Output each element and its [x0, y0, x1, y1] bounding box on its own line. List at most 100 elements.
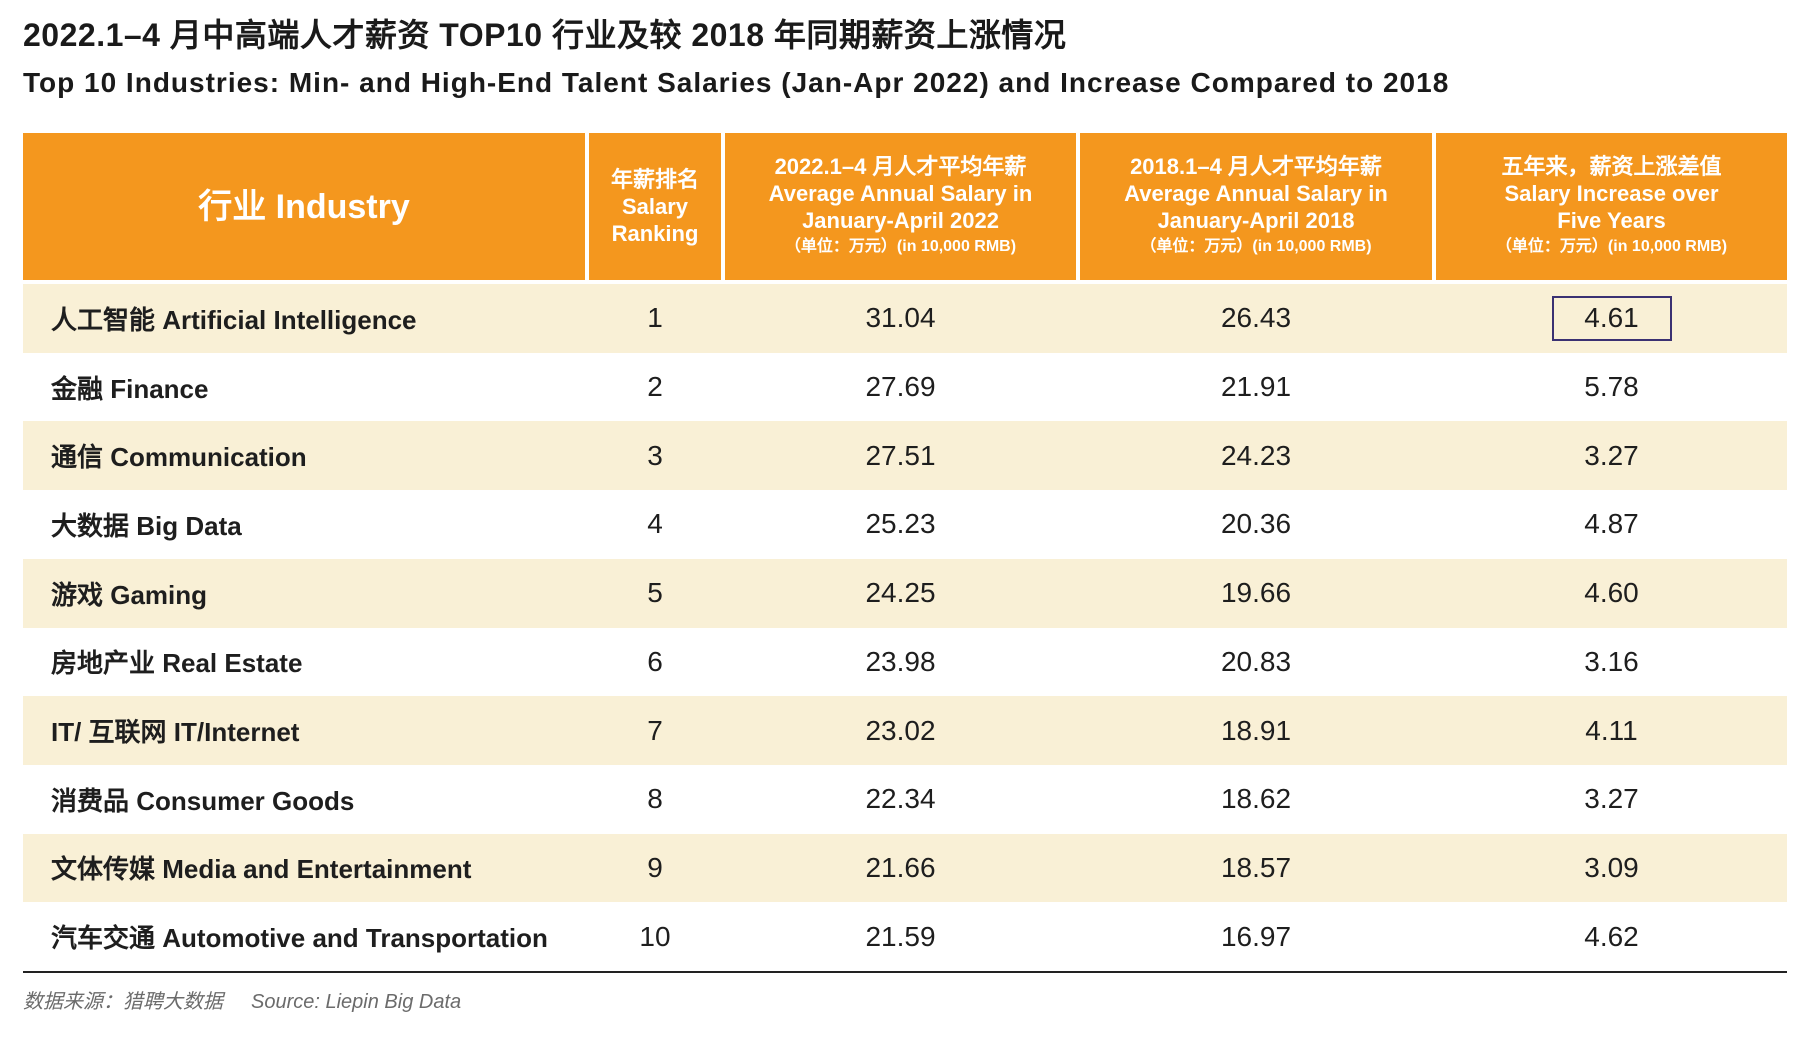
cell-value: 21.66 — [865, 851, 936, 883]
cell-value: 27.69 — [865, 371, 936, 403]
table-row: 文体传媒 Media and Entertainment 9 21.66 18.57 3… — [23, 833, 1787, 903]
cell-value: 4 — [647, 508, 663, 540]
cell-industry: 游戏 Gaming — [23, 559, 585, 628]
cell-value: 大数据 Big Data — [51, 510, 242, 541]
selected-cell-box: 4.61 — [1551, 295, 1672, 341]
header-industry: 行业 Industry — [23, 133, 585, 280]
table-row: 汽车交通 Automotive and Transportation 10 21.5… — [23, 902, 1787, 971]
cell-value: 房地产业 Real Estate — [51, 648, 303, 679]
cell-rank: 6 — [589, 628, 721, 697]
header-salary-increase: 五年来，薪资上涨差值 Salary Increase over Five Yea… — [1436, 133, 1787, 280]
cell-salary-2022: 23.02 — [725, 696, 1076, 765]
cell-value: 8 — [647, 783, 663, 815]
header-salary-ranking: 年薪排名 Salary Ranking — [589, 133, 721, 280]
chart-title: 2022.1–4 月中高端人才薪资 TOP10 行业及较 2018 年同期薪资上… — [23, 17, 1067, 53]
cell-value: 16.97 — [1220, 920, 1292, 952]
cell-value: 23.98 — [865, 645, 936, 677]
cell-value: 4.87 — [1584, 508, 1639, 540]
cell-industry: 消费品 Consumer Goods — [23, 765, 585, 834]
table-body: 人工智能 Artificial Intelligence 1 31.04 26.43 4… — [23, 284, 1787, 971]
cell-salary-2022: 31.04 — [725, 284, 1076, 353]
cell-value: 通信 Communication — [51, 442, 307, 473]
cell-rank: 5 — [589, 559, 721, 628]
cell-salary-2018: 26.43 — [1080, 284, 1432, 353]
cell-salary-2022: 22.34 — [725, 765, 1076, 834]
cell-salary-2018: 21.91 — [1080, 353, 1432, 422]
cell-value: 4.11 — [1585, 714, 1638, 746]
cell-industry: 房地产业 Real Estate — [23, 628, 585, 697]
header-unit-note: （单位：万元）(in 10,000 RMB) — [1140, 238, 1372, 255]
source-note: 数据来源：猎聘大数据 Source: Liepin Big Data — [23, 990, 461, 1014]
cell-value: 5 — [647, 577, 663, 609]
table-row: 消费品 Consumer Goods 8 22.34 18.62 3.27 — [23, 765, 1787, 834]
cell-increase: 3.27 — [1436, 765, 1787, 834]
cell-increase: 3.16 — [1436, 628, 1787, 697]
cell-salary-2022: 27.69 — [725, 353, 1076, 422]
cell-salary-2018: 19.66 — [1080, 559, 1432, 628]
table-row: 金融 Finance 2 27.69 21.91 5.78 — [23, 353, 1787, 422]
cell-value: 消费品 Consumer Goods — [51, 785, 355, 816]
cell-value: 7 — [647, 714, 663, 746]
cell-salary-2018: 18.57 — [1080, 834, 1432, 903]
header-label-line: Salary — [621, 194, 689, 219]
header-label-line: Ranking — [611, 221, 699, 246]
cell-value: 18.62 — [1220, 783, 1292, 815]
chart-subtitle: Top 10 Industries: Min- and High-End Tal… — [23, 67, 1450, 98]
header-industry-label: 行业 Industry — [198, 187, 410, 226]
table-row: 人工智能 Artificial Intelligence 1 31.04 26.43 4… — [23, 284, 1787, 353]
header-label-line: Average Annual Salary in — [1124, 181, 1388, 206]
cell-salary-2022: 25.23 — [725, 490, 1076, 559]
cell-value: 3.27 — [1584, 783, 1639, 815]
cell-value: 文体传媒 Media and Entertainment — [51, 854, 472, 885]
cell-value: 汽车交通 Automotive and Transportation — [51, 923, 548, 954]
cell-increase: 3.27 — [1436, 421, 1787, 490]
source-note-cn: 数据来源：猎聘大数据 — [23, 991, 223, 1013]
cell-increase: 4.61 — [1436, 284, 1787, 353]
cell-salary-2018: 20.36 — [1080, 490, 1432, 559]
header-label-line: January-April 2022 — [802, 208, 999, 233]
cell-value: 20.36 — [1220, 508, 1292, 540]
cell-value: 18.91 — [1220, 714, 1292, 746]
table-bottom-rule — [23, 971, 1787, 973]
table-row: 大数据 Big Data 4 25.23 20.36 4.87 — [23, 490, 1787, 559]
cell-salary-2018: 16.97 — [1080, 902, 1432, 971]
header-label-line: 2022.1–4 月人才平均年薪 — [774, 154, 1027, 179]
cell-industry: 人工智能 Artificial Intelligence — [23, 284, 585, 353]
header-label-line: 五年来，薪资上涨差值 — [1501, 154, 1722, 179]
cell-salary-2018: 20.83 — [1080, 628, 1432, 697]
cell-rank: 9 — [589, 834, 721, 903]
cell-value: IT/ 互联网 IT/Internet — [51, 717, 300, 748]
cell-industry: 金融 Finance — [23, 353, 585, 422]
cell-value: 25.23 — [865, 508, 936, 540]
cell-value: 金融 Finance — [51, 373, 209, 404]
table-row: 房地产业 Real Estate 6 23.98 20.83 3.16 — [23, 628, 1787, 697]
source-note-en: Source: Liepin Big Data — [251, 991, 462, 1013]
salary-table: 行业 Industry 年薪排名 Salary Ranking 2022.1–4… — [23, 133, 1787, 973]
cell-rank: 7 — [589, 696, 721, 765]
header-label-line: Five Years — [1557, 208, 1666, 233]
header-unit-note: （单位：万元）(in 10,000 RMB) — [1495, 238, 1728, 255]
cell-value: 23.02 — [865, 714, 936, 746]
cell-industry: IT/ 互联网 IT/Internet — [23, 696, 585, 765]
cell-salary-2022: 24.25 — [725, 559, 1076, 628]
cell-increase: 5.78 — [1436, 353, 1787, 422]
cell-value: 游戏 Gaming — [51, 579, 208, 610]
cell-industry: 汽车交通 Automotive and Transportation — [23, 902, 585, 971]
cell-value: 4.60 — [1584, 577, 1639, 609]
cell-value: 人工智能 Artificial Intelligence — [51, 304, 417, 335]
cell-salary-2018: 18.62 — [1080, 765, 1432, 834]
cell-value: 5.78 — [1584, 371, 1639, 403]
cell-rank: 1 — [589, 284, 721, 353]
cell-increase: 3.09 — [1436, 834, 1787, 903]
cell-rank: 3 — [589, 421, 721, 490]
header-label-line: Average Annual Salary in — [768, 181, 1033, 206]
cell-salary-2022: 27.51 — [725, 421, 1076, 490]
header-salary-2018: 2018.1–4 月人才平均年薪 Average Annual Salary i… — [1080, 133, 1432, 280]
cell-value: 26.43 — [1220, 302, 1292, 334]
cell-value: 6 — [647, 645, 663, 677]
cell-rank: 2 — [589, 353, 721, 422]
cell-value: 31.04 — [865, 302, 936, 334]
cell-increase: 4.87 — [1436, 490, 1787, 559]
cell-value: 4.62 — [1584, 920, 1639, 952]
header-unit-note: （单位：万元）(in 10,000 RMB) — [784, 238, 1017, 255]
